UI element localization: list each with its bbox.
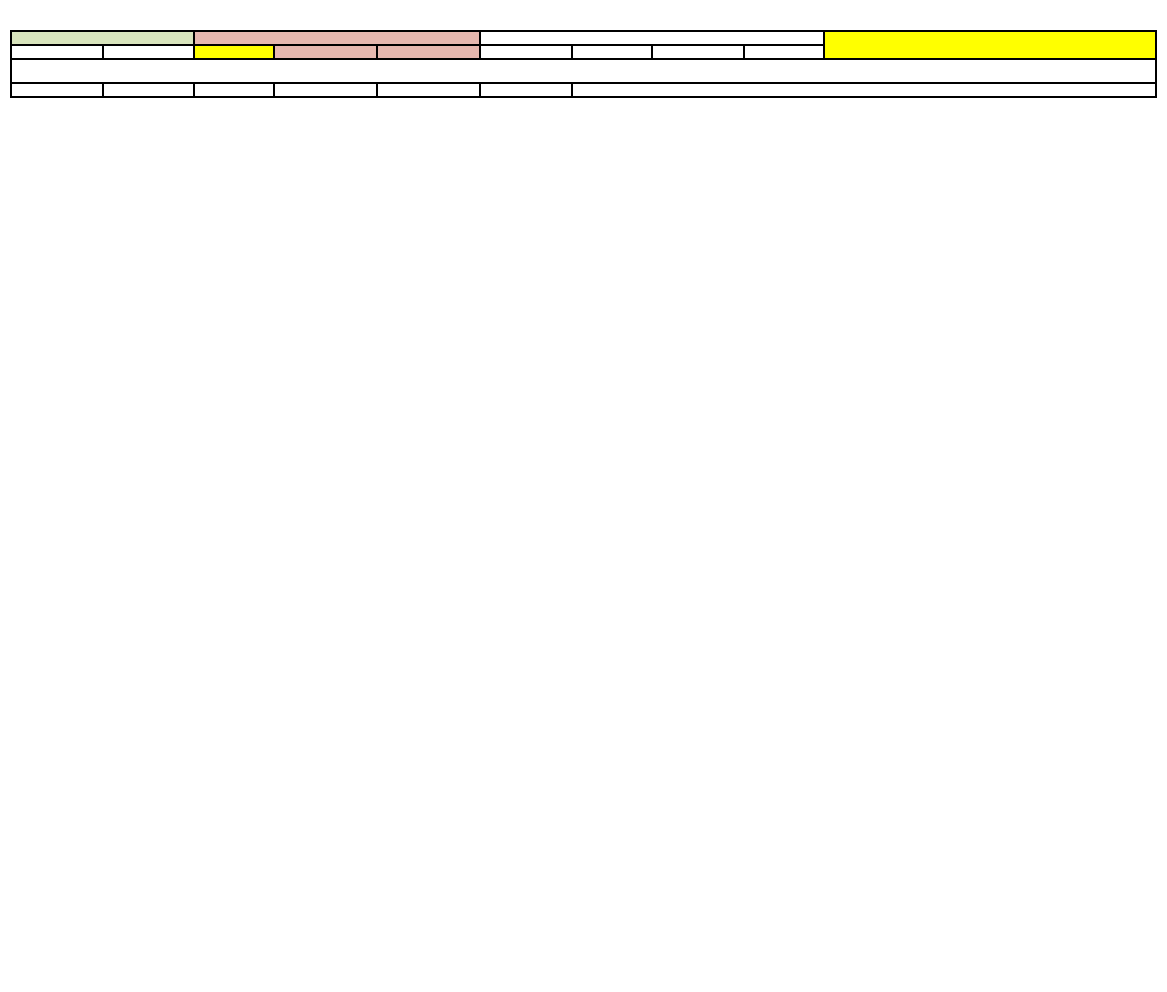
hdr-shaping xyxy=(274,45,377,59)
header-row-1 xyxy=(11,31,1156,45)
hdr-tarkeeb xyxy=(103,45,195,59)
total-tarkeeb xyxy=(103,83,195,97)
total-volume xyxy=(480,83,572,97)
total-shaping xyxy=(274,83,377,97)
works-table xyxy=(10,30,1157,98)
hdr-width xyxy=(652,45,744,59)
total-iron xyxy=(377,83,480,97)
hdr-tawdib xyxy=(11,45,103,59)
total-install-only xyxy=(194,83,274,97)
hdr-blank-left xyxy=(11,31,194,45)
total-label xyxy=(572,83,1156,97)
hdr-iron xyxy=(377,45,480,59)
spacer-row xyxy=(11,59,1156,83)
hdr-tarkeeb-only xyxy=(194,45,274,59)
hdr-height xyxy=(572,45,652,59)
hdr-element xyxy=(824,31,1156,59)
hdr-length xyxy=(744,45,824,59)
hdr-volume xyxy=(480,45,572,59)
hdr-company xyxy=(194,31,480,45)
totals-row xyxy=(11,83,1156,97)
hdr-blank-mid xyxy=(480,31,823,45)
total-tawdib xyxy=(11,83,103,97)
